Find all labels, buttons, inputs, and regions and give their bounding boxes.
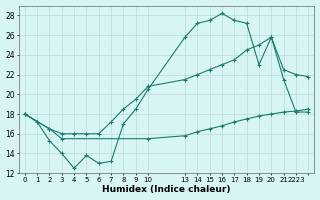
X-axis label: Humidex (Indice chaleur): Humidex (Indice chaleur) bbox=[102, 185, 231, 194]
